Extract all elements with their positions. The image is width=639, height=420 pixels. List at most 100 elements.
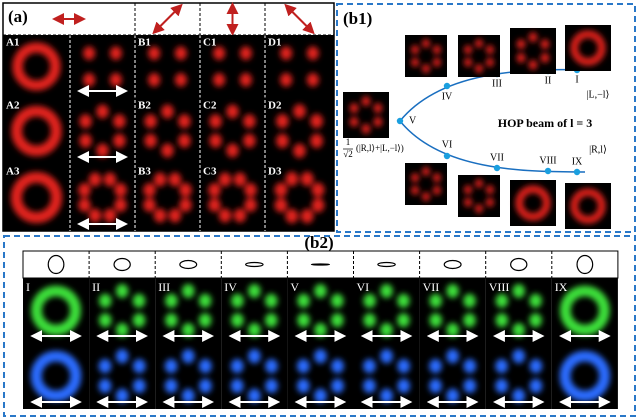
lobe bbox=[165, 379, 178, 393]
lobe bbox=[297, 313, 309, 327]
point-label: VII bbox=[490, 152, 504, 163]
lobe bbox=[422, 167, 430, 176]
lobe bbox=[362, 96, 371, 106]
formula-body: (|R,l⟩+|L,−l⟩) bbox=[356, 143, 404, 153]
lobe bbox=[446, 323, 458, 337]
hop-title: HOP beam of l = 3 bbox=[498, 116, 593, 130]
lobe bbox=[422, 39, 430, 48]
subpanel-label: B1 bbox=[138, 37, 151, 49]
figure: (a)A1B1C1D1A2B2C2D2A3B3C3D3(b1)IIIIIIIVV… bbox=[0, 0, 639, 420]
lobe bbox=[83, 73, 95, 87]
lobe bbox=[397, 379, 410, 393]
lobe bbox=[486, 45, 494, 54]
lobe bbox=[529, 294, 541, 308]
lobe bbox=[110, 73, 122, 87]
lobe bbox=[209, 134, 221, 148]
frame-label: III bbox=[158, 280, 170, 294]
lobe bbox=[231, 294, 243, 308]
lobe bbox=[411, 45, 419, 54]
image-bg bbox=[70, 35, 135, 98]
lobe bbox=[226, 143, 238, 157]
lobe bbox=[363, 379, 376, 393]
lobe bbox=[244, 198, 256, 212]
frame-label: VII bbox=[423, 280, 440, 294]
beam-image bbox=[405, 35, 447, 77]
lobe bbox=[89, 208, 101, 222]
lobe bbox=[362, 124, 371, 134]
lobe bbox=[464, 58, 472, 67]
lobe bbox=[397, 359, 410, 373]
lobe bbox=[380, 349, 393, 363]
lobe bbox=[495, 379, 508, 393]
frame-label: V bbox=[290, 280, 299, 294]
beam-image bbox=[458, 175, 500, 217]
subpanel-label: A1 bbox=[6, 37, 19, 49]
beam-image bbox=[486, 343, 552, 409]
point-label: IX bbox=[572, 156, 583, 167]
lobe bbox=[310, 134, 323, 148]
lobe bbox=[429, 379, 442, 393]
panel-label: (b1) bbox=[343, 9, 372, 28]
lobe bbox=[433, 45, 441, 54]
lobe bbox=[179, 198, 191, 212]
lobe bbox=[307, 73, 319, 87]
lobe bbox=[374, 117, 383, 127]
lobe bbox=[496, 313, 508, 327]
subpanel-label: C2 bbox=[203, 100, 217, 112]
lobe bbox=[244, 183, 256, 197]
lobe bbox=[314, 323, 326, 337]
point-label: IV bbox=[442, 91, 453, 102]
beam-image bbox=[565, 25, 611, 71]
lobe bbox=[430, 294, 442, 308]
lobe bbox=[144, 114, 156, 128]
state-point bbox=[444, 83, 450, 89]
lobe bbox=[331, 313, 343, 327]
lobe bbox=[350, 103, 359, 113]
lobe bbox=[265, 294, 277, 308]
lobe bbox=[446, 389, 459, 403]
beam-image bbox=[343, 92, 389, 138]
lobe bbox=[154, 172, 166, 186]
lobe bbox=[209, 114, 221, 128]
lobe bbox=[178, 134, 190, 148]
beam-image bbox=[70, 35, 135, 98]
lobe bbox=[133, 379, 146, 393]
lobe bbox=[422, 64, 430, 73]
beam-image bbox=[552, 343, 618, 409]
lobe bbox=[463, 379, 476, 393]
lobe bbox=[116, 323, 128, 337]
beam-image bbox=[354, 343, 420, 409]
lobe bbox=[350, 117, 359, 127]
lobe bbox=[363, 313, 375, 327]
lobe bbox=[276, 114, 289, 128]
state-top: |L,−l⟩ bbox=[587, 89, 610, 100]
lobe bbox=[446, 284, 458, 298]
beam-image bbox=[89, 343, 155, 409]
beam-image bbox=[458, 35, 500, 77]
subpanel-label: D1 bbox=[268, 37, 281, 49]
lobe bbox=[240, 73, 252, 87]
lobe bbox=[297, 294, 309, 308]
formula-numerator: 1 bbox=[346, 137, 351, 147]
lobe bbox=[231, 379, 244, 393]
lobe bbox=[148, 73, 160, 87]
lobe bbox=[380, 389, 393, 403]
lobe bbox=[411, 186, 419, 195]
lobe bbox=[285, 209, 298, 223]
subpanel-label: B3 bbox=[138, 166, 151, 178]
lobe bbox=[144, 134, 156, 148]
lobe bbox=[475, 39, 483, 48]
lobe bbox=[380, 323, 392, 337]
lobe bbox=[116, 389, 129, 403]
lobe bbox=[248, 284, 260, 298]
lobe bbox=[83, 46, 95, 60]
lobe bbox=[179, 183, 191, 197]
state-point bbox=[545, 168, 551, 174]
lobe bbox=[110, 46, 122, 60]
lobe bbox=[182, 349, 195, 363]
lobe bbox=[513, 284, 525, 298]
lobe bbox=[165, 313, 177, 327]
state-point bbox=[397, 118, 403, 124]
subpanel-label: A3 bbox=[6, 166, 20, 178]
lobe bbox=[231, 359, 244, 373]
